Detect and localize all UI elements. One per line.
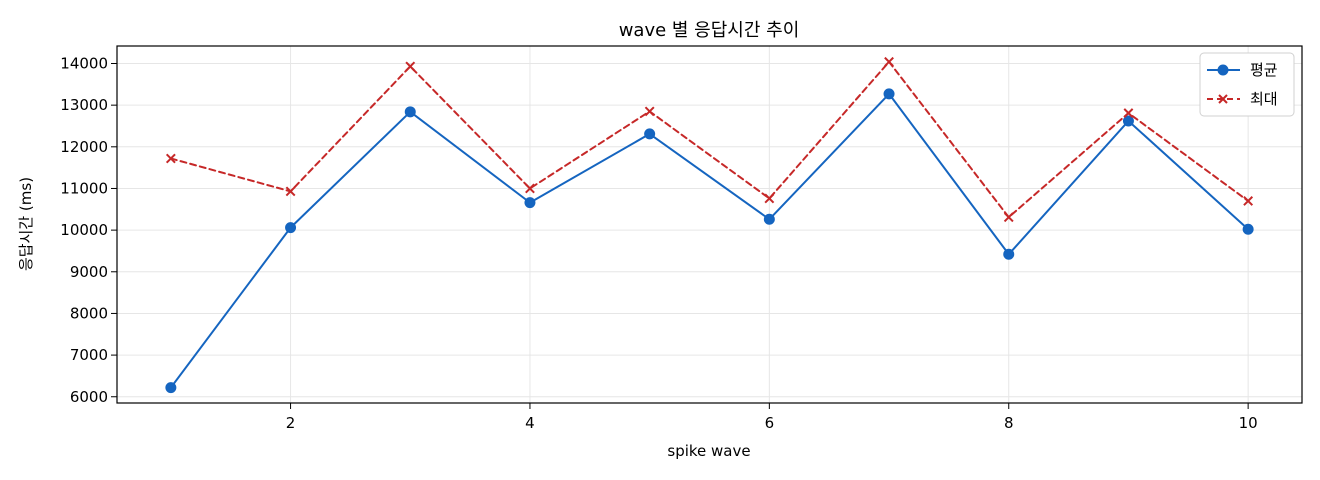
series-point-1	[644, 106, 655, 117]
series-point-1	[1003, 212, 1014, 223]
y-tick-label: 7000	[70, 346, 108, 364]
series-point-0	[1003, 248, 1015, 260]
plot-frame	[116, 45, 1303, 404]
series-point-1	[1243, 196, 1254, 206]
series-point-1-stroke	[1003, 212, 1014, 223]
series-point-1-stroke	[405, 61, 416, 72]
series-point-1-stroke	[884, 56, 894, 67]
y-tick-label: 6000	[70, 388, 108, 406]
series-point-0	[404, 106, 416, 118]
legend: 평균 최대	[1199, 52, 1295, 117]
series-point-1-stroke	[165, 153, 176, 164]
axis-layer: 2 4 6 8 10 6000 7000 8000 9000 10000 11000 12000 130…	[60, 54, 1257, 432]
series-point-1-stroke	[285, 186, 296, 197]
series-point-1-stroke	[644, 106, 655, 117]
y-tick-label: 14000	[60, 54, 108, 72]
y-axis-label: 응답시간 (ms)	[17, 177, 35, 271]
series-point-1	[165, 153, 176, 164]
series-point-0	[165, 382, 177, 394]
series-point-0	[285, 222, 297, 234]
series-point-1	[884, 56, 894, 67]
series-point-0	[1122, 115, 1134, 127]
x-tick-label: 8	[1004, 414, 1014, 432]
x-tick-label: 10	[1239, 414, 1258, 432]
series-point-0	[763, 213, 775, 225]
series-point-0	[524, 197, 536, 209]
legend-marker-avg	[1217, 64, 1229, 76]
series-point-1	[764, 193, 775, 204]
series-point-1-stroke	[1243, 196, 1254, 206]
series-line-1	[169, 60, 1250, 219]
legend-marker-max	[1218, 94, 1228, 104]
x-axis-label: spike wave	[667, 442, 750, 460]
y-tick-label: 13000	[60, 96, 108, 114]
grid-layer	[117, 46, 1302, 403]
y-tick-label: 11000	[60, 179, 108, 197]
x-tick-label: 4	[525, 414, 535, 432]
series-layer	[165, 56, 1254, 394]
legend-label-avg: 평균	[1250, 61, 1278, 79]
x-tick-label: 2	[286, 414, 296, 432]
series-point-1-stroke	[525, 183, 535, 194]
series-point-0	[883, 88, 895, 100]
legend-box	[1199, 52, 1295, 117]
series-line-0	[169, 92, 1250, 389]
series-point-0	[1242, 223, 1254, 235]
series-point-1	[405, 61, 416, 72]
x-tick-label: 6	[765, 414, 775, 432]
y-tick-label: 9000	[70, 263, 108, 281]
series-point-1	[285, 186, 296, 197]
chart-title: wave 별 응답시간 추이	[619, 20, 800, 41]
series-point-1-stroke	[1123, 108, 1134, 118]
series-point-1	[525, 183, 535, 194]
y-tick-label: 12000	[60, 138, 108, 156]
y-tick-label: 10000	[60, 221, 108, 239]
y-tick-label: 8000	[70, 304, 108, 322]
series-point-1	[1123, 108, 1134, 118]
series-point-0	[644, 128, 656, 140]
legend-label-max: 최대	[1250, 90, 1278, 108]
series-point-1-stroke	[764, 193, 775, 204]
